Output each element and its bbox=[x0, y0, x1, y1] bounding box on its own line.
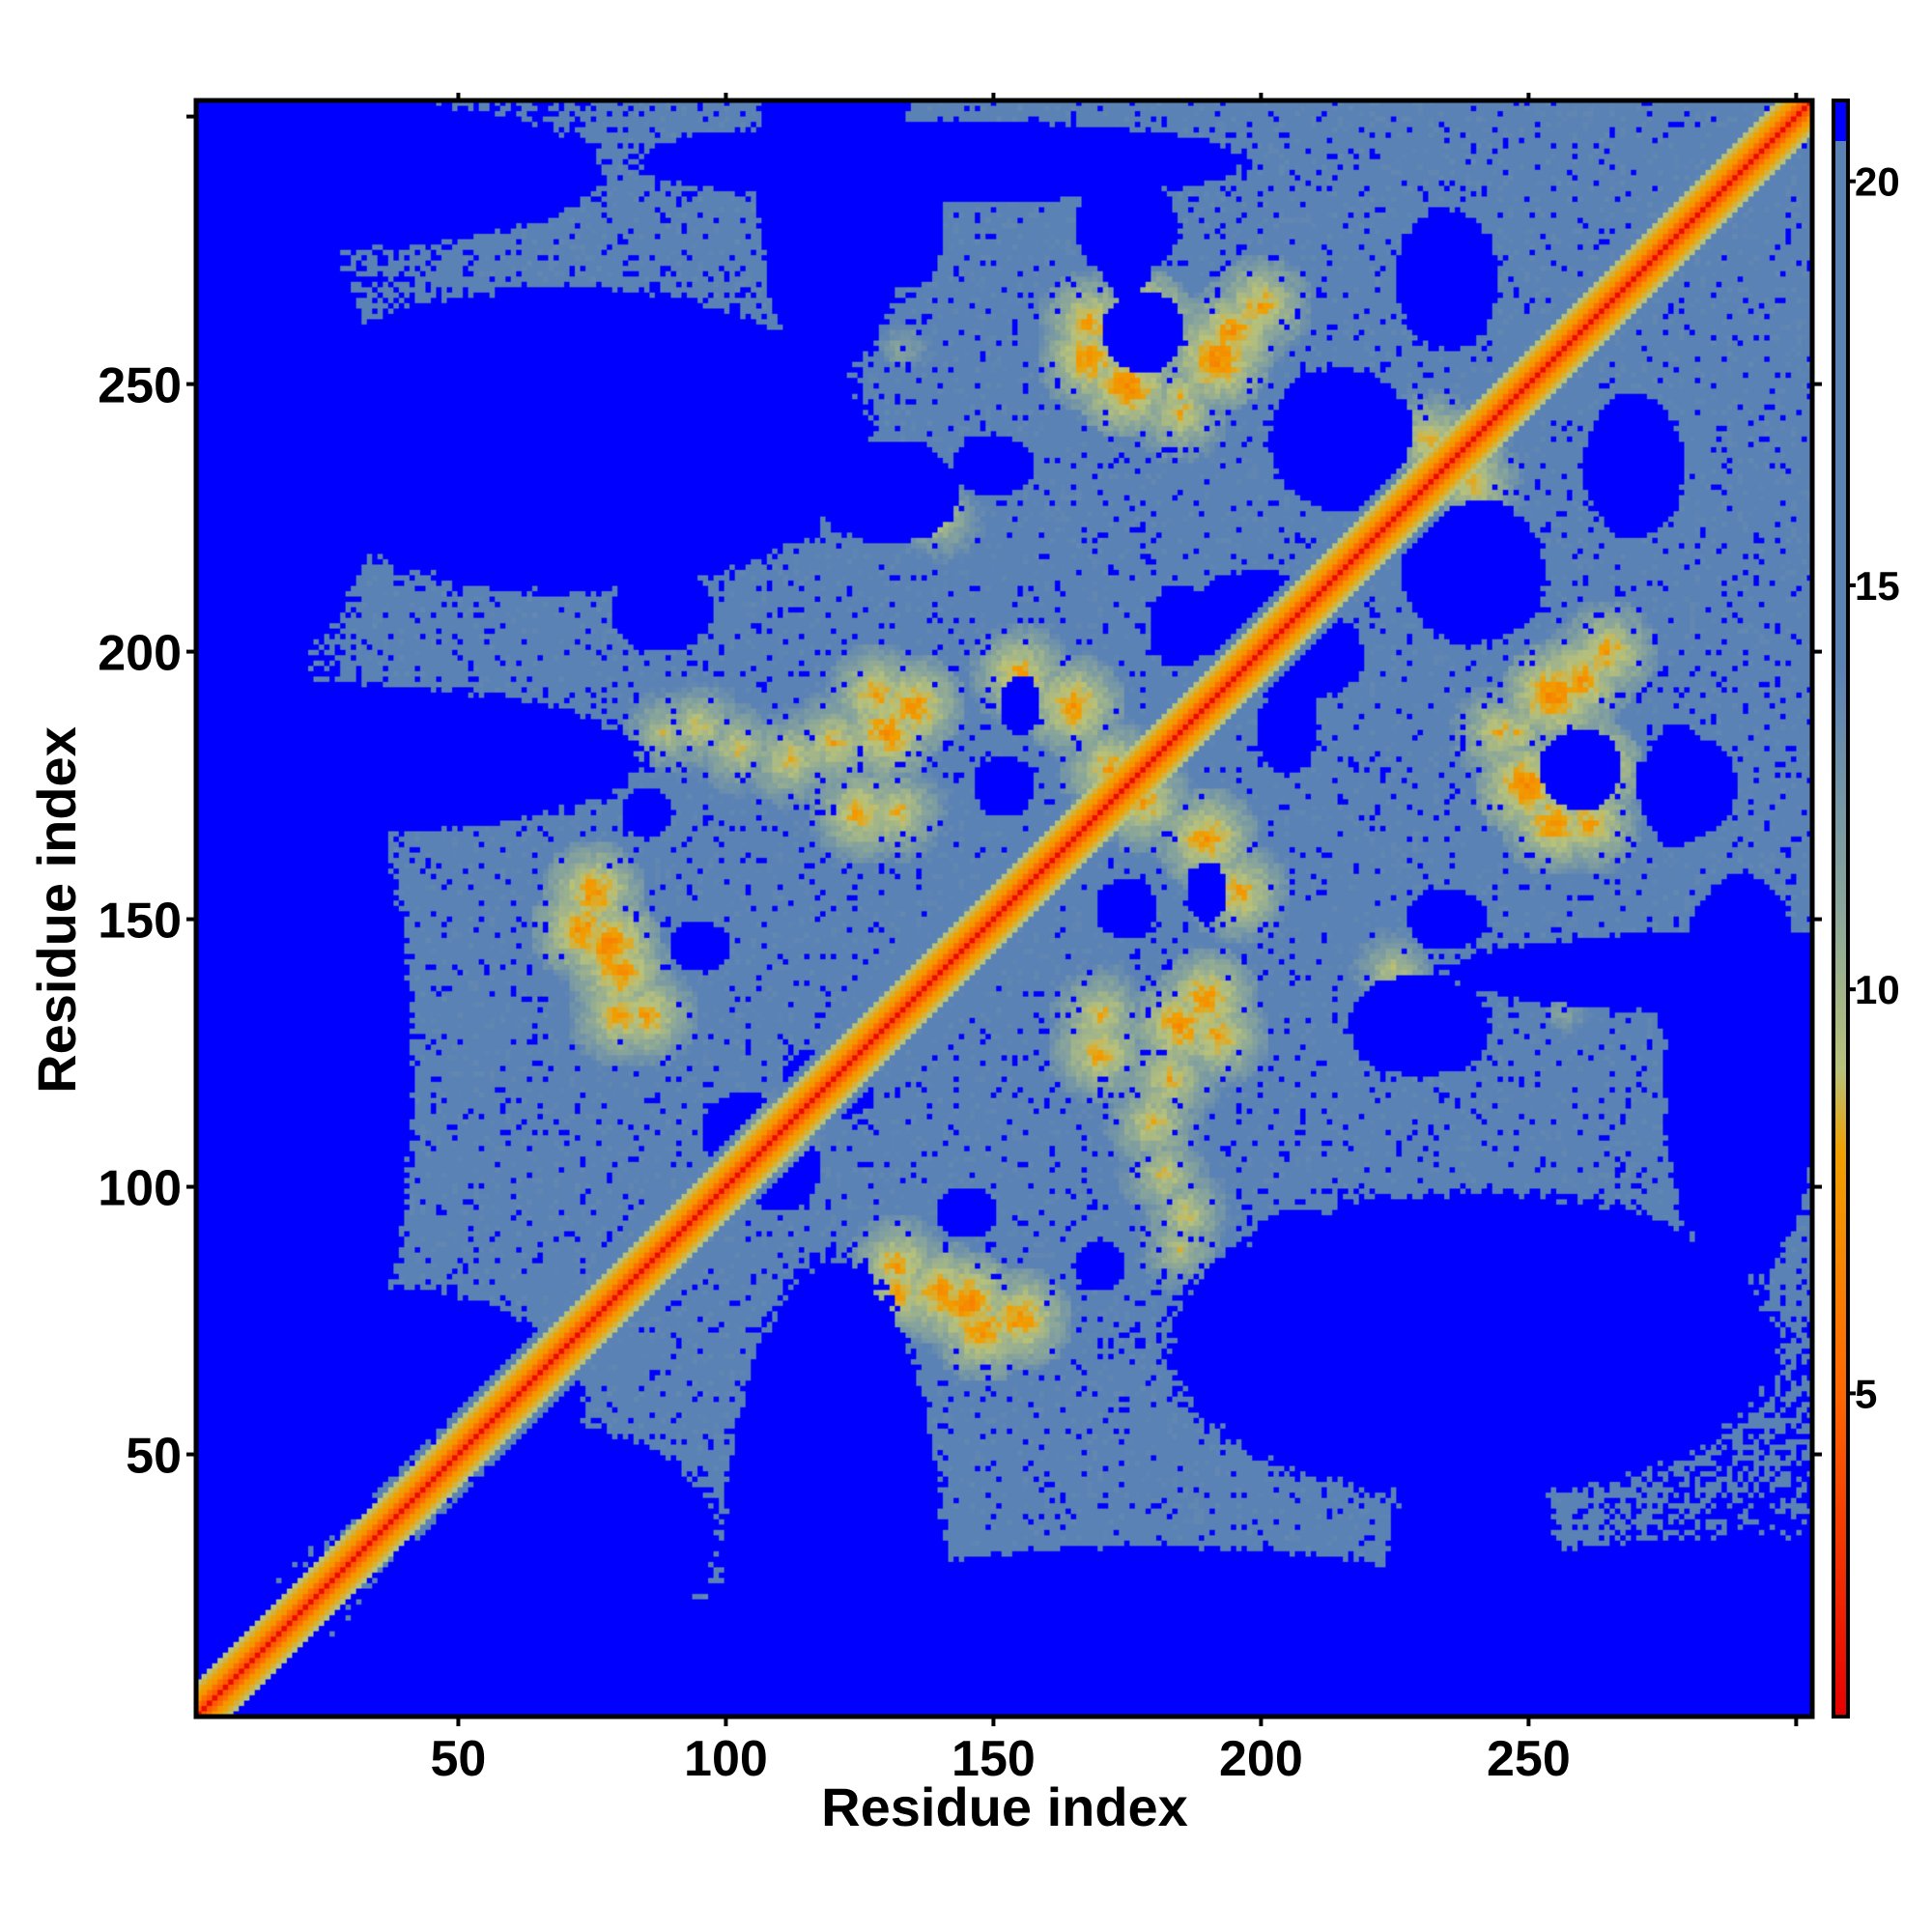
colorbar-tick-label: 5 bbox=[1855, 1371, 1877, 1416]
x-tick-label: 150 bbox=[952, 1731, 1036, 1787]
y-tick-label: 250 bbox=[98, 358, 182, 414]
colorbar-ticks: 5 10 15 20 bbox=[1848, 159, 1900, 1416]
y-tick-label: 50 bbox=[126, 1429, 182, 1485]
x-tick-label: 50 bbox=[431, 1731, 487, 1787]
y-axis-title: Residue index bbox=[26, 726, 87, 1094]
heatmap-area bbox=[196, 100, 1812, 1717]
colorbar-tick-label: 20 bbox=[1855, 159, 1900, 205]
y-tick-label: 150 bbox=[98, 894, 182, 950]
colorbar: 5 10 15 20 bbox=[1832, 99, 1900, 1719]
colorbar-gradient bbox=[1833, 100, 1848, 1717]
x-axis-ticks: 50 100 150 200 250 bbox=[431, 93, 1799, 1787]
y-tick-label: 200 bbox=[98, 626, 182, 682]
x-axis-title: Residue index bbox=[821, 1776, 1188, 1837]
colorbar-tick-label: 10 bbox=[1855, 967, 1900, 1012]
x-tick-label: 200 bbox=[1219, 1731, 1303, 1787]
x-tick-label: 100 bbox=[684, 1731, 768, 1787]
heatmap-image bbox=[196, 100, 1812, 1717]
y-tick-label: 100 bbox=[98, 1161, 182, 1217]
colorbar-tick-label: 15 bbox=[1855, 563, 1900, 609]
colorbar-frame bbox=[1832, 99, 1850, 1719]
y-axis-ticks: 50 100 150 200 250 bbox=[98, 114, 1822, 1485]
x-tick-label: 250 bbox=[1487, 1731, 1571, 1787]
plot-frame bbox=[193, 98, 1815, 1719]
